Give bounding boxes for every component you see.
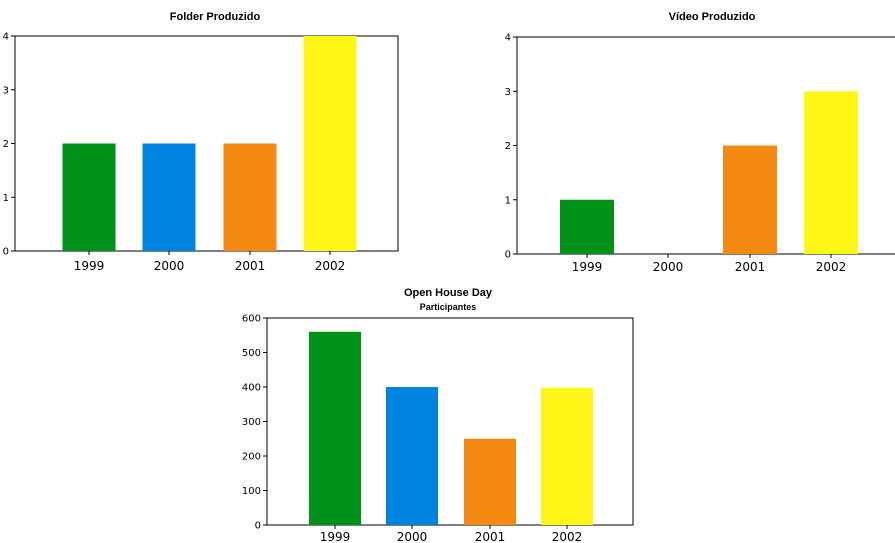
y-tick-label: 2 (3, 139, 9, 150)
chart-title: Vídeo Produzido (669, 11, 756, 23)
bars (62, 36, 357, 251)
x-tick-label-2002: 2002 (315, 259, 346, 273)
y-tick-label: 3 (505, 87, 511, 98)
y-tick-label: 0 (255, 521, 261, 532)
bar-2001 (723, 145, 777, 254)
bars (560, 91, 858, 254)
chart-title: Folder Produzido (170, 11, 261, 23)
x-tick-label-2001: 2001 (235, 259, 266, 273)
y-axis-ticks: 0 100 200 300 400 500 600 (242, 314, 267, 532)
y-tick-label: 0 (3, 247, 9, 258)
y-tick-label: 400 (242, 383, 261, 394)
x-axis-labels: 1999 2000 2001 2002 (320, 525, 583, 543)
x-tick-label-2000: 2000 (397, 530, 428, 543)
y-tick-label: 4 (505, 33, 511, 44)
x-tick-label-2002: 2002 (552, 530, 583, 543)
y-axis-ticks: 0 1 2 3 4 (3, 32, 15, 258)
y-tick-label: 600 (242, 314, 261, 325)
y-tick-label: 300 (242, 417, 261, 428)
y-tick-label: 3 (3, 85, 9, 96)
bar-2000 (386, 387, 438, 525)
chart-video-produzido: Vídeo Produzido 0 1 2 3 4 1999 2000 2001 2002 (505, 11, 895, 274)
y-axis-ticks: 0 1 2 3 4 (505, 33, 517, 261)
bar-2002 (303, 36, 357, 251)
y-tick-label: 100 (242, 486, 261, 497)
x-axis-labels: 1999 2000 2001 2002 (74, 251, 346, 273)
bars (309, 331, 593, 525)
bar-1999 (560, 199, 614, 254)
bar-2001 (223, 143, 277, 251)
bar-2001 (464, 438, 516, 525)
x-tick-label-1999: 1999 (74, 259, 105, 273)
chart-title: Open House Day (404, 287, 493, 299)
bar-1999 (62, 143, 116, 251)
bar-1999 (309, 331, 361, 525)
y-tick-label: 200 (242, 452, 261, 463)
bar-2000 (142, 143, 196, 251)
y-tick-label: 2 (505, 141, 511, 152)
x-tick-label-1999: 1999 (320, 530, 351, 543)
x-tick-label-2000: 2000 (653, 260, 684, 274)
x-tick-label-2001: 2001 (475, 530, 506, 543)
chart-folder-produzido: Folder Produzido 0 1 2 3 4 1999 2000 2001 2002 (3, 11, 399, 273)
x-tick-label-2002: 2002 (816, 260, 847, 274)
x-tick-label-2000: 2000 (154, 259, 185, 273)
y-tick-label: 500 (242, 348, 261, 359)
y-tick-label: 4 (3, 32, 9, 43)
bar-2002 (804, 91, 858, 254)
x-tick-label-1999: 1999 (572, 260, 603, 274)
x-axis-labels: 1999 2000 2001 2002 (572, 254, 847, 274)
chart-open-house-day: Open House Day Participantes 0 100 200 300 4… (242, 287, 634, 543)
y-tick-label: 1 (3, 193, 9, 204)
bar-2002 (541, 387, 593, 525)
y-tick-label: 0 (505, 250, 511, 261)
x-tick-label-2001: 2001 (735, 260, 766, 274)
chart-subtitle: Participantes (420, 302, 477, 312)
y-tick-label: 1 (505, 195, 511, 206)
